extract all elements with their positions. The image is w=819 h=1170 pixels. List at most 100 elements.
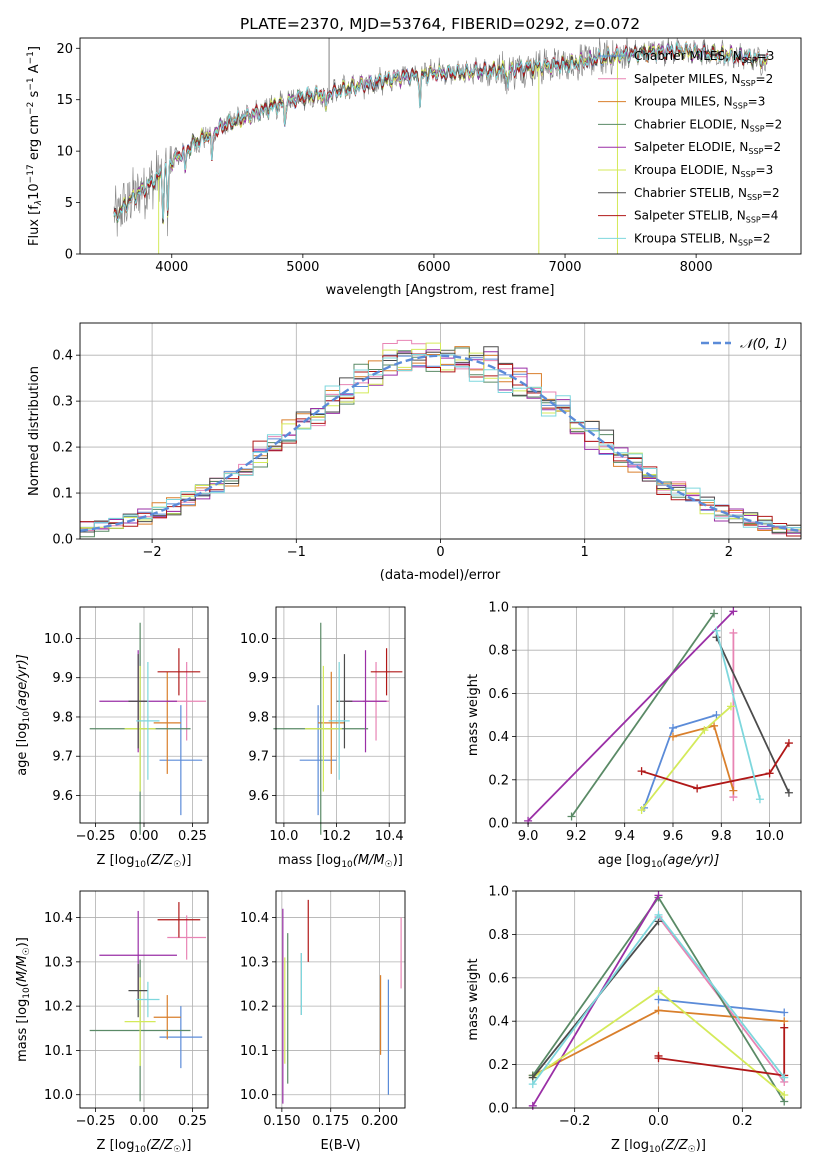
x-tick-label: 10.0 [755, 829, 784, 844]
x-tick-label: 0.00 [130, 829, 159, 844]
histogram-CS [80, 346, 801, 534]
x-tick-label: 9.0 [518, 829, 539, 844]
z_age-axes: −0.25 0.00 0.25 9.6 9.7 9.8 9.9 10.0 Z [log10(Z/… [15, 606, 209, 870]
weight-series-SS [637, 739, 793, 793]
x-tick-label: −0.25 [76, 1114, 116, 1129]
y-tick-label: 0.0 [488, 1102, 509, 1117]
weight-marker [710, 609, 719, 618]
weight-marker [780, 1090, 789, 1099]
errorbar-CS [128, 964, 148, 1018]
ebv_mass-axes: 0.150 0.175 0.200 10.0 10.1 10.2 10.3 10.4 E(B-V… [240, 890, 406, 1153]
y-tick-label: 9.6 [248, 789, 269, 804]
weight-series-SS [654, 1023, 789, 1080]
normal-curve [80, 354, 801, 533]
x-tick-label: 1 [581, 545, 589, 560]
ebv_mass-plot-area [282, 899, 402, 1104]
age_weight-plot-area [524, 607, 793, 825]
y-axis-label: mass [log10(M/M☉)] [15, 937, 32, 1062]
residuals-plot-area [80, 339, 801, 538]
weight-marker [654, 1006, 663, 1015]
y-tick-label: 0.4 [488, 1015, 509, 1030]
x-tick-label: 0.25 [178, 829, 207, 844]
x-tick-label: 4000 [155, 260, 188, 275]
x-tick-label: 0.200 [361, 1114, 398, 1129]
mass_age-plot-area [273, 622, 403, 835]
y-tick-label: 10.4 [240, 911, 269, 926]
x-tick-label: 10.0 [269, 829, 298, 844]
axes-frame [79, 37, 802, 255]
y-tick-label: 0.4 [52, 349, 73, 364]
legend-entry-SS: Salpeter STELIB, NSSP=4 [634, 209, 778, 225]
errorbar-KE [124, 665, 156, 792]
errorbar-KM [153, 995, 181, 1040]
y-tick-label: 5 [65, 196, 73, 211]
y-tick-label: 0.0 [488, 817, 509, 832]
z_mass-axes: −0.25 0.00 0.25 10.0 10.1 10.2 10.3 10.4 Z [log1… [15, 890, 209, 1155]
weight-series-SE [524, 607, 738, 825]
weight-marker [780, 1023, 789, 1032]
y-tick-label: 9.8 [248, 710, 269, 725]
y-tick-label: 9.9 [52, 671, 73, 686]
y-tick-label: 0.2 [488, 773, 509, 788]
x-axis-label: mass [log10(M/M☉)] [278, 853, 403, 870]
x-tick-label: −2 [143, 545, 162, 560]
x-tick-label: 5000 [286, 260, 319, 275]
weight-series-KE [637, 702, 735, 815]
axes-frame [79, 890, 209, 1109]
weight-marker [784, 788, 793, 797]
weight-marker [637, 767, 646, 776]
errorbar-CM [299, 705, 337, 816]
axes-frame [515, 890, 802, 1109]
weight-marker [668, 732, 677, 741]
x-tick-label: 0.0 [648, 1114, 669, 1129]
axes-frame [275, 606, 406, 824]
model-spectrum-KS [113, 40, 769, 222]
x-tick-label: 10.4 [375, 829, 404, 844]
errorbar-SM [167, 915, 207, 960]
x-axis-label: Z [log10(Z/Z☉)] [611, 1138, 706, 1155]
weight-series-CM [640, 711, 721, 812]
weight-marker [528, 1080, 537, 1089]
weight-marker [729, 786, 738, 795]
axes-frame [275, 890, 406, 1109]
y-tick-label: 0.1 [52, 487, 73, 502]
y-tick-label: 1.0 [488, 601, 509, 616]
weight-series-KS [528, 910, 789, 1089]
y-tick-label: 10.0 [44, 1088, 73, 1103]
x-tick-label: 9.4 [614, 829, 635, 844]
weight-marker [700, 726, 709, 735]
x-tick-label: 9.2 [566, 829, 587, 844]
weight-marker [693, 784, 702, 793]
x-tick-label: 0.2 [732, 1114, 753, 1129]
errorbar-KE [124, 977, 156, 1066]
z_mass-plot-area [89, 902, 207, 1102]
x-axis-label: E(B-V) [320, 1138, 360, 1153]
x-tick-label: 2 [725, 545, 733, 560]
chart-title: PLATE=2370, MJD=53764, FIBERID=0292, z=0… [240, 15, 640, 33]
z_weight-plot-area [528, 891, 789, 1110]
axes-frame [79, 606, 209, 824]
y-tick-label: 9.6 [52, 789, 73, 804]
errorbar-KS [136, 661, 160, 780]
histogram-SS [80, 353, 801, 538]
weight-marker [765, 769, 774, 778]
x-axis-label: (data-model)/error [380, 568, 501, 583]
y-tick-label: 0.2 [488, 1058, 509, 1073]
y-tick-label: 0.6 [488, 971, 509, 986]
weight-series-KS [712, 626, 764, 804]
weight-marker [712, 626, 721, 635]
weight-marker [729, 607, 738, 616]
weight-marker [726, 702, 735, 711]
weight-series-CE [567, 609, 719, 821]
y-tick-label: 9.8 [52, 710, 73, 725]
x-axis-label: Z [log10(Z/Z☉)] [97, 853, 192, 870]
observed-spectrum [113, 38, 769, 237]
weight-marker [755, 795, 764, 804]
y-tick-label: 0.8 [488, 644, 509, 659]
weight-marker [528, 1101, 537, 1110]
errorbar-KE [304, 665, 342, 792]
mass_age-axes: 10.0 10.2 10.4 9.6 9.7 9.8 9.9 10.0 mass [log10(… [240, 606, 406, 870]
x-tick-label: −1 [287, 545, 306, 560]
weight-series-SM [729, 628, 738, 802]
residuals-axes: −2 −1 0 1 2 0.0 0.1 0.2 0.3 0.4 (data-model)/error… [27, 322, 802, 583]
